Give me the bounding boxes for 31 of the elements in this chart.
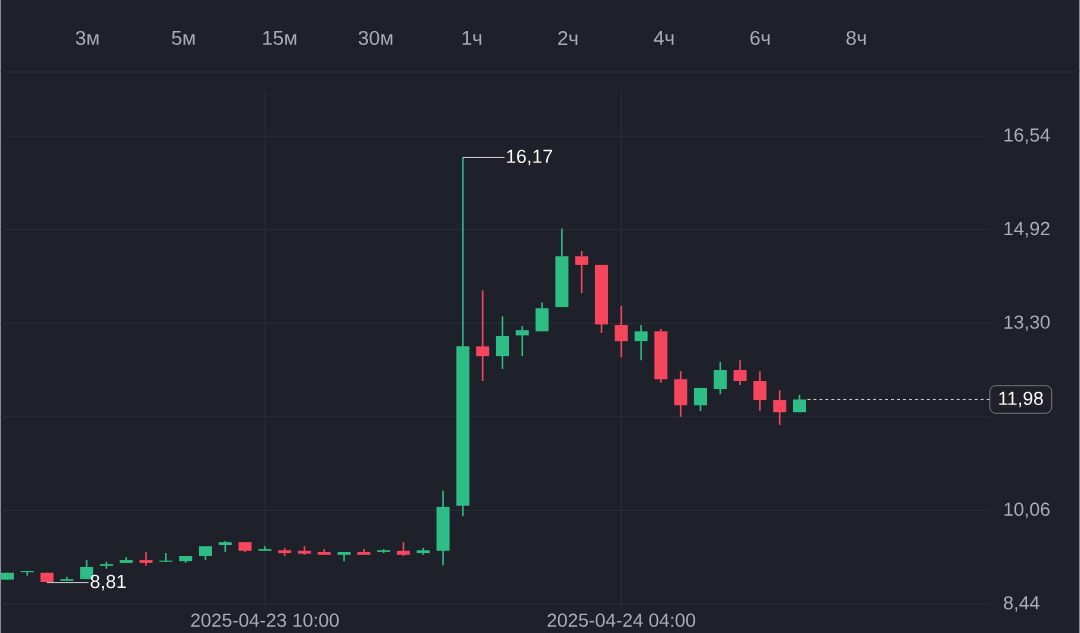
y-tick-label: 10,06 <box>1004 502 1050 518</box>
y-tick-label: 14,92 <box>1004 221 1050 238</box>
candlestick <box>535 301 549 332</box>
candlestick <box>773 389 787 426</box>
text: 8ч <box>846 30 866 45</box>
candlestick <box>476 289 490 382</box>
text: 5м <box>171 30 195 45</box>
x-tick-label: 2025-04-23 10:00 <box>191 613 339 627</box>
candlestick <box>495 315 510 370</box>
x-tick-label: 2025-04-24 04:00 <box>547 613 696 627</box>
y-tick-label: 8,44 <box>1003 595 1040 612</box>
text: 1ч <box>462 30 482 45</box>
ref-line-label: 11,98 <box>999 391 1043 408</box>
candlestick <box>614 304 628 358</box>
text: 30м <box>358 30 393 45</box>
y-tick-label: 16,54 <box>1004 128 1050 144</box>
text: 15м <box>263 30 297 45</box>
y-tick-label: 13,30 <box>1004 315 1050 331</box>
annotation: 8,81 <box>90 574 126 591</box>
candlestick <box>634 323 648 361</box>
annotation: 16,17 <box>507 149 553 166</box>
text: 4ч <box>653 30 674 45</box>
text: 2ч <box>558 30 578 45</box>
candlestick <box>139 550 153 567</box>
text: 3м <box>75 30 99 45</box>
text: 6ч <box>750 30 770 45</box>
candlestick <box>713 360 727 395</box>
candlestick <box>733 359 747 386</box>
candlestick <box>753 370 767 412</box>
candlestick <box>575 250 589 294</box>
candlestick <box>515 325 529 357</box>
